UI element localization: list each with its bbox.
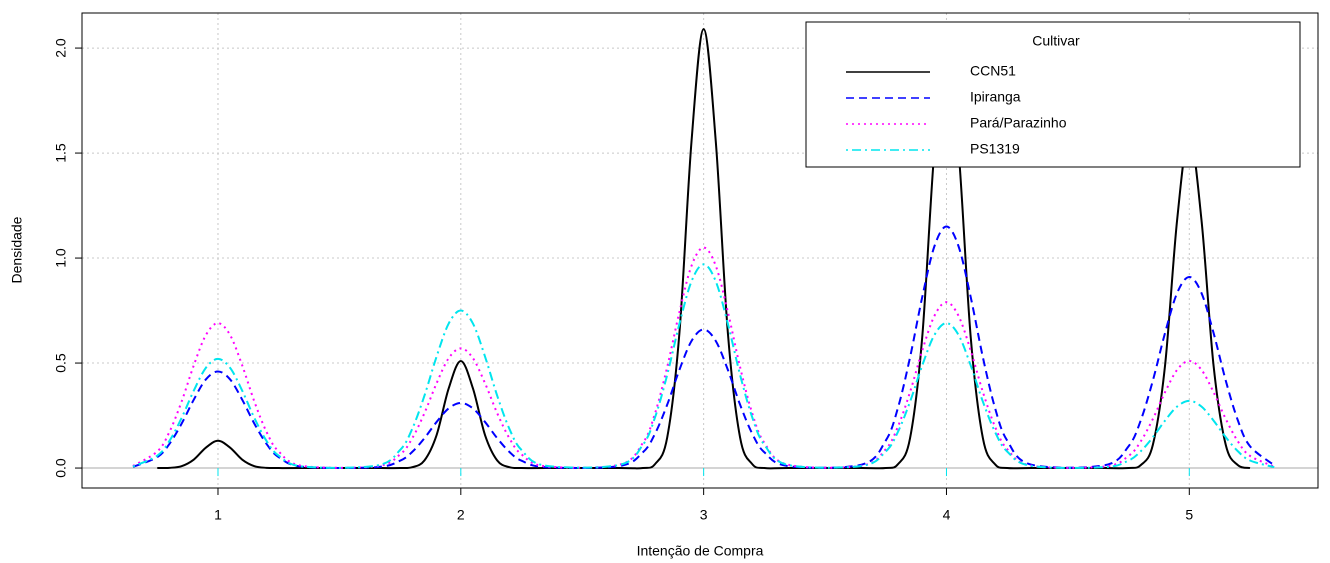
density-line xyxy=(132,246,1275,469)
x-tick-label: 3 xyxy=(700,507,708,523)
x-axis-label: Intenção de Compra xyxy=(637,543,764,559)
legend-label: Ipiranga xyxy=(970,89,1021,105)
density-line xyxy=(132,263,1275,469)
legend-label: Pará/Parazinho xyxy=(970,115,1067,131)
legend-label: PS1319 xyxy=(970,141,1020,157)
x-tick-label: 4 xyxy=(943,507,951,523)
y-tick-label: 0.0 xyxy=(53,458,69,478)
y-tick-label: 2.0 xyxy=(53,38,69,58)
y-tick-label: 0.5 xyxy=(53,353,69,373)
y-axis-label: Densidade xyxy=(9,216,25,283)
x-tick-label: 2 xyxy=(457,507,465,523)
legend-title: Cultivar xyxy=(1032,33,1080,49)
legend: Cultivar CCN51 Ipiranga Pará/Parazinho PS131… xyxy=(805,21,1301,168)
y-tick-label: 1.5 xyxy=(53,143,69,163)
legend-label: CCN51 xyxy=(970,63,1016,79)
plot-frame xyxy=(81,12,1319,489)
x-tick-label: 5 xyxy=(1185,507,1193,523)
legend-box xyxy=(805,21,1301,168)
x-tick-label: 1 xyxy=(214,507,222,523)
density-line xyxy=(132,225,1275,470)
y-tick-label: 1.0 xyxy=(53,248,69,268)
